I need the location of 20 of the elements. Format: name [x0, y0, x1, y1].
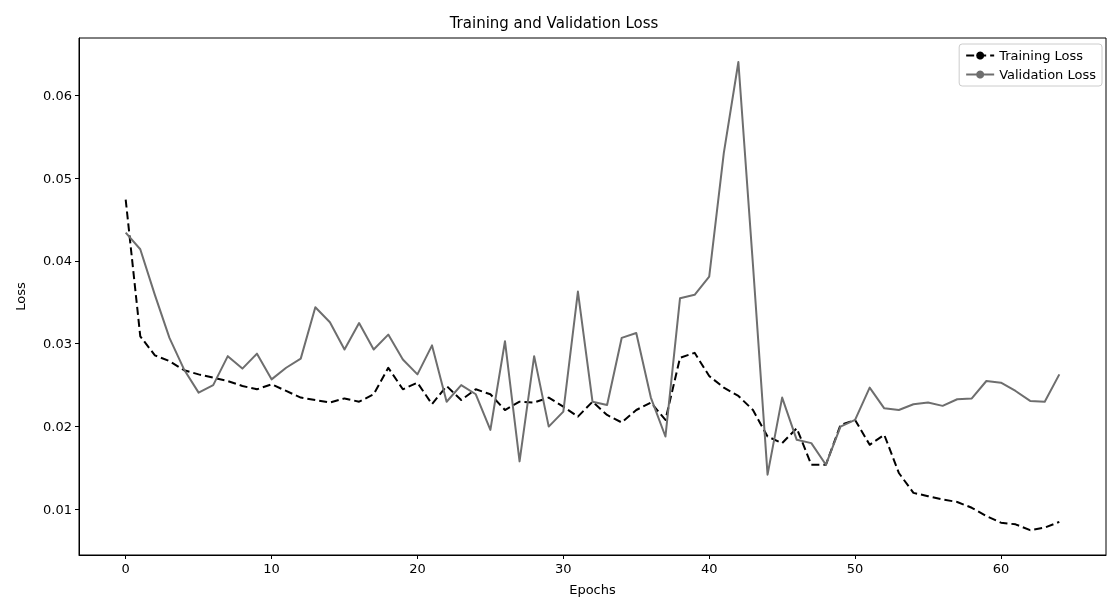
y-tick-label: 0.01 — [43, 501, 72, 517]
x-tick-label: 30 — [555, 561, 572, 576]
chart-title: Training and Validation Loss — [448, 13, 659, 32]
legend-label: Validation Loss — [999, 67, 1097, 82]
x-tick-label: 20 — [409, 561, 426, 576]
x-tick-label: 0 — [121, 561, 130, 576]
legend-label: Training Loss — [998, 48, 1084, 63]
y-tick-label: 0.02 — [43, 419, 72, 435]
x-tick-label: 10 — [263, 561, 280, 576]
y-tick-label: 0.05 — [43, 170, 72, 186]
line-series — [124, 198, 1061, 532]
line-series — [124, 61, 1061, 476]
y-tick-label: 0.04 — [43, 253, 72, 269]
y-tick-label: 0.06 — [43, 87, 72, 103]
x-axis-title: Epochs — [569, 582, 617, 597]
x-tick-label: 60 — [992, 561, 1010, 576]
y-axis-title: Loss — [13, 282, 28, 311]
x-tick-label: 40 — [700, 561, 718, 576]
x-tick-label: 50 — [846, 561, 864, 576]
y-tick-label: 0.03 — [43, 336, 72, 352]
